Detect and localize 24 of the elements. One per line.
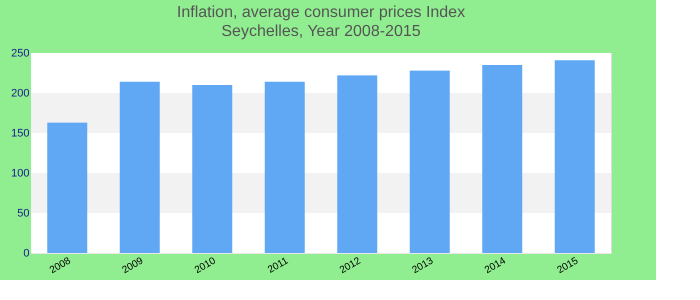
x-tick-label: 2012 bbox=[338, 255, 364, 276]
chart-subtitle: Seychelles, Year 2008-2015 bbox=[221, 23, 421, 40]
bar bbox=[47, 122, 88, 253]
x-tick-label: 2008 bbox=[48, 255, 74, 276]
bar bbox=[337, 75, 378, 253]
bar bbox=[120, 82, 160, 253]
bar bbox=[554, 60, 595, 253]
bar bbox=[264, 82, 305, 253]
x-tick-label: 2009 bbox=[120, 255, 146, 276]
chart-title: Inflation, average consumer prices Index bbox=[176, 4, 466, 21]
x-tick-label: 2013 bbox=[410, 255, 436, 276]
x-tick-label: 2010 bbox=[192, 255, 218, 276]
y-tick-label: 0 bbox=[23, 248, 30, 260]
y-tick-label: 200 bbox=[11, 88, 30, 100]
x-tick-label: 2011 bbox=[266, 255, 291, 276]
bar bbox=[482, 65, 522, 253]
y-tick-label: 250 bbox=[11, 48, 30, 60]
y-tick-label: 50 bbox=[17, 208, 30, 220]
x-tick-label: 2014 bbox=[482, 255, 508, 276]
x-tick-label: 2015 bbox=[555, 255, 581, 276]
bar bbox=[192, 85, 232, 253]
bar bbox=[410, 70, 450, 253]
y-tick-label: 100 bbox=[11, 168, 30, 180]
y-tick-label: 150 bbox=[11, 128, 30, 140]
